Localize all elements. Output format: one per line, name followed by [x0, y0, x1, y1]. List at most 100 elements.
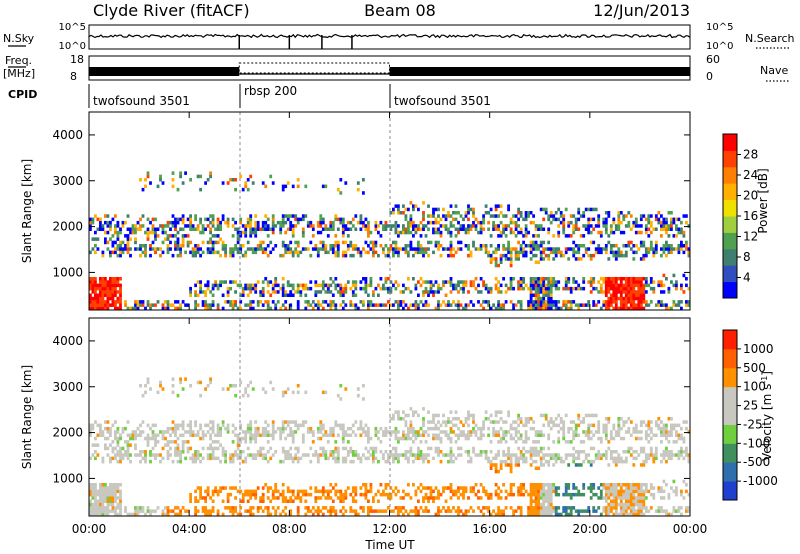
power-cell — [414, 306, 418, 311]
power-cell — [271, 224, 275, 228]
velocity-cell — [279, 430, 283, 434]
power-cell — [447, 253, 450, 258]
velocity-cell — [291, 456, 295, 461]
power-cell — [447, 230, 450, 235]
power-cell — [291, 230, 295, 235]
velocity-cell — [522, 423, 526, 428]
power-cell — [201, 300, 205, 304]
velocity-cell — [627, 512, 631, 517]
velocity-cell — [670, 453, 673, 457]
velocity-cell — [116, 426, 120, 431]
power-cell — [99, 217, 102, 222]
velocity-cell — [234, 496, 238, 500]
power-cell — [654, 303, 658, 307]
velocity-cell — [139, 423, 142, 428]
power-cell — [582, 277, 586, 281]
velocity-cell — [599, 492, 603, 497]
velocity-cell — [226, 506, 230, 510]
velocity-cell — [444, 433, 448, 437]
velocity-cell — [404, 433, 408, 437]
power-cell — [151, 247, 155, 251]
power-cell — [454, 211, 458, 215]
power-cell — [549, 290, 553, 294]
velocity-cell — [316, 436, 320, 441]
power-cell — [101, 296, 105, 301]
velocity-cell — [564, 413, 568, 418]
velocity-cell — [484, 489, 488, 494]
power-cell — [362, 220, 365, 225]
velocity-cell — [266, 489, 270, 494]
velocity-cell — [574, 492, 578, 497]
power-cell — [494, 207, 498, 212]
velocity-cell — [231, 440, 235, 444]
power-cell — [399, 300, 403, 304]
power-cell — [111, 250, 115, 255]
velocity-cell — [612, 489, 616, 494]
power-cell — [422, 227, 425, 231]
velocity-cell — [547, 446, 551, 451]
power-cell — [289, 224, 293, 228]
velocity-cell — [234, 426, 238, 431]
velocity-cell — [351, 489, 355, 494]
velocity-cell — [609, 430, 613, 434]
velocity-cell — [397, 456, 400, 461]
velocity-cell — [169, 446, 172, 451]
power-heatmap — [89, 171, 691, 311]
power-cell — [104, 240, 107, 245]
power-cell — [624, 303, 628, 307]
power-cell — [492, 227, 496, 231]
velocity-cell — [134, 506, 137, 510]
velocity-cell — [129, 512, 132, 517]
power-cell — [427, 220, 430, 225]
velocity-cell — [289, 430, 293, 434]
velocity-cell — [682, 440, 686, 444]
power-cell — [572, 286, 576, 291]
power-cell — [329, 227, 333, 231]
velocity-cell — [364, 492, 368, 497]
power-cell — [577, 257, 581, 261]
velocity-cell — [437, 450, 440, 454]
power-cell — [259, 293, 263, 297]
power-cell — [627, 290, 631, 294]
power-cell — [457, 306, 460, 311]
velocity-cell — [542, 456, 546, 461]
power-cell — [281, 303, 285, 307]
velocity-cell — [657, 509, 661, 513]
velocity-cell — [394, 456, 398, 461]
velocity-cell — [529, 502, 533, 507]
velocity-cell — [554, 509, 558, 513]
power-cell — [662, 303, 666, 307]
velocity-cell — [499, 489, 503, 494]
power-cell — [579, 286, 583, 291]
velocity-cell — [301, 492, 305, 497]
velocity-cell — [612, 506, 616, 510]
velocity-cell — [642, 483, 646, 487]
velocity-cell — [427, 446, 430, 451]
power-cell — [344, 227, 348, 231]
velocity-cell — [104, 486, 107, 490]
power-cell — [652, 280, 656, 284]
velocity-cell — [264, 433, 268, 437]
velocity-cell — [574, 433, 578, 437]
power-cell — [129, 247, 132, 251]
velocity-cell — [642, 446, 646, 451]
power-cell — [384, 286, 388, 291]
power-cell — [489, 253, 493, 258]
velocity-cell — [569, 496, 573, 500]
power-cell — [462, 283, 465, 288]
power-cell — [316, 230, 320, 235]
velocity-cell — [231, 486, 235, 490]
power-cell — [311, 224, 315, 228]
power-cell — [617, 214, 621, 218]
power-cell — [404, 303, 408, 307]
velocity-cell — [146, 423, 150, 428]
power-cell — [266, 234, 270, 238]
power-cell — [414, 250, 418, 255]
velocity-cell — [554, 489, 558, 494]
power-cell — [579, 244, 583, 248]
power-cell — [624, 280, 628, 284]
velocity-cell — [149, 436, 152, 441]
power-cell — [319, 220, 323, 225]
power-cell — [264, 300, 268, 304]
velocity-cell — [204, 496, 208, 500]
